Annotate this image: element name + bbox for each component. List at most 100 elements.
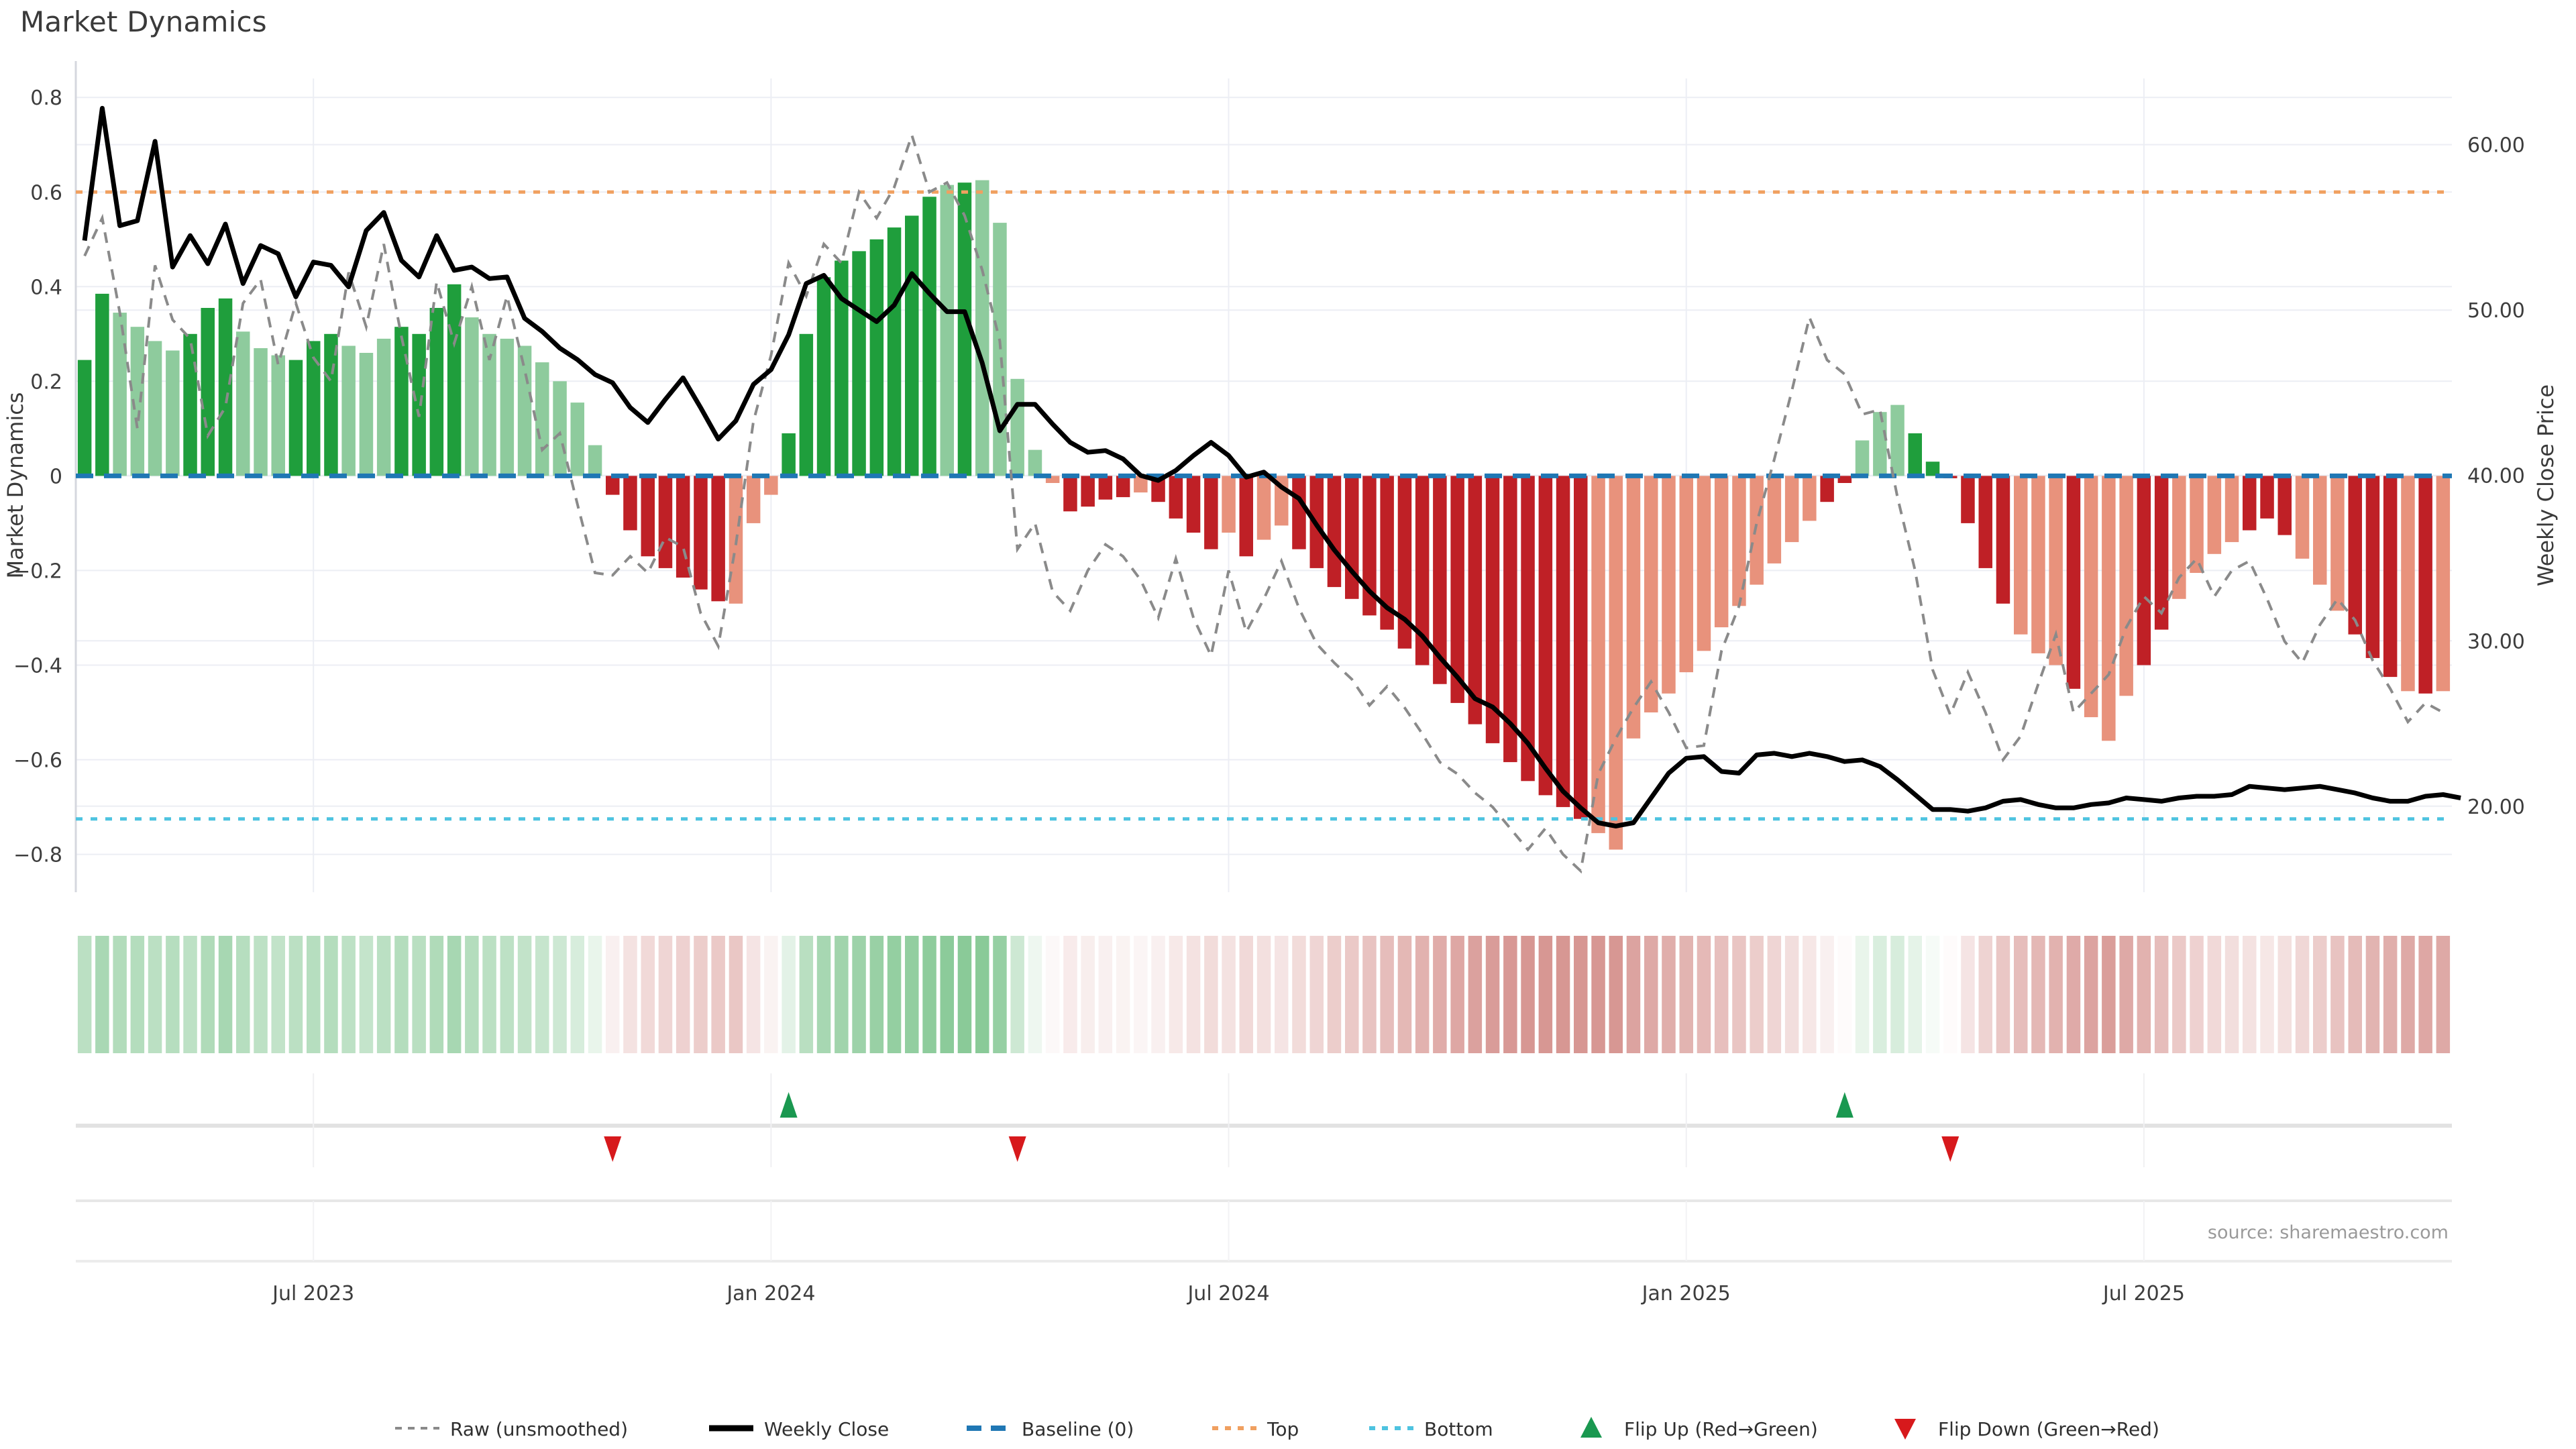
- heatmap-cell: [1415, 936, 1430, 1053]
- bar: [869, 239, 884, 476]
- bar: [1556, 476, 1570, 808]
- bar: [341, 345, 356, 476]
- legend-item-label: Top: [1267, 1418, 1299, 1440]
- heatmap-cell: [606, 936, 620, 1053]
- heatmap-cell: [1397, 936, 1412, 1053]
- bar: [201, 308, 215, 476]
- bar: [746, 476, 761, 523]
- heatmap-cell: [2243, 936, 2257, 1053]
- bar: [2277, 476, 2292, 535]
- bar: [1468, 476, 1483, 724]
- bar: [2418, 476, 2432, 694]
- heatmap-cell: [500, 936, 515, 1053]
- heatmap-cell: [288, 936, 303, 1053]
- bar: [1679, 476, 1693, 673]
- heatmap-cell: [1556, 936, 1570, 1053]
- heatmap-cell: [1362, 936, 1377, 1053]
- heatmap-cell: [1767, 936, 1782, 1053]
- bar: [113, 313, 127, 476]
- bar: [799, 333, 814, 476]
- x-axis-ticks: Jul 2023 Jan 2024 Jul 2024 Jan 2025 Jul 2025: [271, 1282, 2185, 1305]
- heatmap-cell: [1609, 936, 1623, 1053]
- heatmap-cell: [2066, 936, 2081, 1053]
- heatmap-cell: [2436, 936, 2451, 1053]
- bar: [1362, 476, 1377, 616]
- heatmap-cell: [1275, 936, 1289, 1053]
- bar: [1890, 405, 1904, 476]
- bar: [2031, 476, 2045, 653]
- heatmap-cell: [359, 936, 374, 1053]
- heatmap-cell: [1045, 936, 1060, 1053]
- heatmap-cell: [835, 936, 849, 1053]
- bar: [2014, 476, 2028, 635]
- bar: [975, 180, 989, 476]
- page-title: Market Dynamics: [20, 5, 267, 38]
- heatmap-cell: [2119, 936, 2133, 1053]
- heatmap-cell: [623, 936, 637, 1053]
- legend-item-label: Bottom: [1424, 1418, 1493, 1440]
- heatmap-cell: [1521, 936, 1535, 1053]
- heatmap-cell: [394, 936, 409, 1053]
- bar: [1081, 476, 1095, 507]
- bar: [2084, 476, 2098, 718]
- heatmap-cell: [183, 936, 197, 1053]
- heatmap-cell: [799, 936, 814, 1053]
- heatmap-cell: [658, 936, 673, 1053]
- heatmap-cell: [641, 936, 655, 1053]
- left-tick-label: −0.8: [13, 844, 62, 867]
- legend-item: Raw (unsmoothed): [395, 1418, 628, 1440]
- heatmap-cell: [1010, 936, 1024, 1053]
- bar: [1204, 476, 1218, 549]
- bar: [394, 327, 409, 476]
- bar: [2383, 476, 2398, 678]
- legend-swatch-flip-up-icon: [1580, 1417, 1602, 1438]
- heatmap-cell: [2031, 936, 2045, 1053]
- heatmap-cell: [517, 936, 532, 1053]
- bar: [1750, 476, 1764, 585]
- bottom-panel: [76, 1199, 2452, 1263]
- bar: [517, 345, 532, 476]
- right-tick-label: 50.00: [2467, 299, 2525, 323]
- bar: [1961, 476, 1975, 523]
- flip-down-marker-icon: [604, 1136, 622, 1162]
- bar: [1697, 476, 1711, 651]
- flip-down-marker-icon: [1941, 1136, 1960, 1162]
- bar: [940, 184, 954, 476]
- left-tick-label: −0.2: [13, 559, 62, 583]
- bar: [482, 333, 496, 476]
- left-tick-label: 0.8: [30, 87, 62, 110]
- heatmap-cell: [2277, 936, 2292, 1053]
- left-tick-label: 0.2: [30, 370, 62, 394]
- bar: [676, 476, 690, 578]
- left-tick-label: 0.6: [30, 181, 62, 205]
- right-tick-label: 30.00: [2467, 630, 2525, 653]
- bar: [1732, 476, 1746, 606]
- heatmap-cell: [1626, 936, 1641, 1053]
- bar: [1873, 412, 1887, 476]
- bar: [711, 476, 725, 602]
- heatmap-cell: [1644, 936, 1658, 1053]
- bar: [130, 327, 145, 476]
- heatmap-cell: [2102, 936, 2116, 1053]
- heatmap-cell: [412, 936, 426, 1053]
- heatmap-cell: [376, 936, 391, 1053]
- heatmap-cell: [2260, 936, 2274, 1053]
- bar: [2154, 476, 2169, 630]
- bar: [1609, 476, 1623, 850]
- heatmap-cell: [1503, 936, 1517, 1053]
- heatmap-cell: [1803, 936, 1817, 1053]
- bar: [376, 338, 391, 476]
- bar: [1415, 476, 1430, 665]
- heatmap-cell: [1256, 936, 1271, 1053]
- bar: [1837, 476, 1852, 483]
- bar: [2260, 476, 2274, 519]
- heatmap-cell: [1679, 936, 1693, 1053]
- heatmap-cell: [746, 936, 761, 1053]
- bar: [1538, 476, 1553, 796]
- heatmap-cell: [1186, 936, 1201, 1053]
- bar: [307, 341, 321, 476]
- x-tick-label: Jan 2025: [1641, 1282, 1731, 1305]
- heatmap-cell: [1134, 936, 1148, 1053]
- bar: [1503, 476, 1517, 763]
